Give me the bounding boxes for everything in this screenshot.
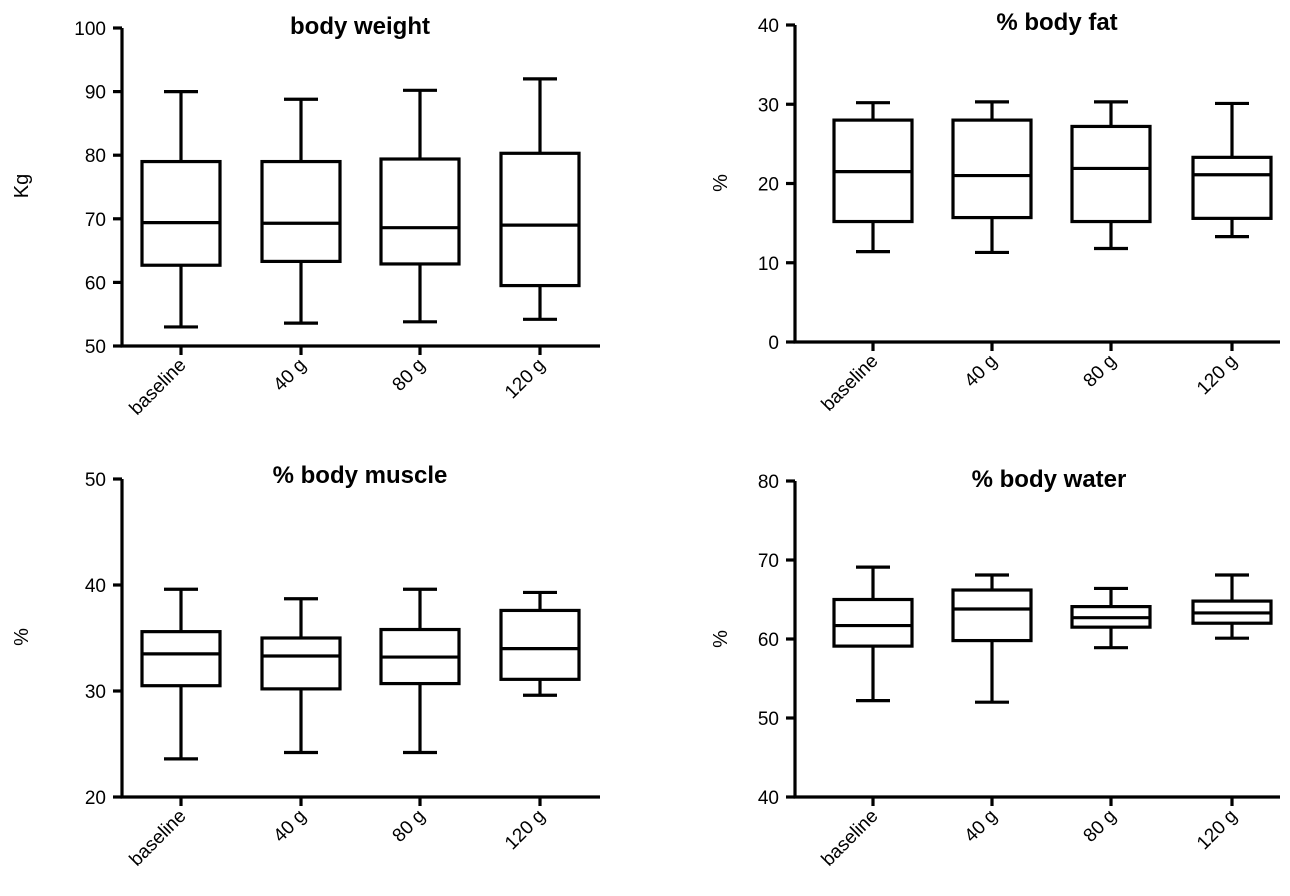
x-tick-label: 80 g	[389, 806, 430, 847]
chart-title: body weight	[290, 13, 430, 40]
box-plot	[260, 597, 342, 755]
iqr-box	[951, 118, 1033, 220]
x-tick-label: baseline	[818, 351, 883, 416]
y-tick-label: 40	[758, 788, 779, 809]
x-tick-label: 80 g	[389, 355, 430, 396]
chart-title: % body fat	[996, 9, 1117, 36]
x-tick-label: 40 g	[270, 806, 311, 847]
x-tick-label: 80 g	[1080, 351, 1121, 392]
y-tick-label: 70	[85, 210, 106, 231]
box-plot	[140, 587, 222, 761]
panel-1: body weight Kg 50 60 70 80 90 100 baseline 40 g 80…	[11, 13, 600, 420]
panel-2: % body fat% 0 10 20 30 40 baseline 40 g 80 g 120 …	[710, 9, 1280, 416]
y-tick-label: 80	[85, 146, 106, 167]
y-tick-label: 30	[758, 95, 779, 116]
y-tick-label: 20	[758, 175, 779, 196]
panel-3: % body muscle% 20 30 40 50 baseline 40 g 80 g 12…	[11, 462, 600, 871]
box-plot	[832, 565, 914, 703]
iqr-box	[1191, 155, 1273, 220]
y-tick-label: 50	[85, 470, 106, 491]
iqr-box	[260, 159, 342, 264]
iqr-box	[260, 636, 342, 691]
iqr-box	[499, 608, 581, 681]
chart-title: % body muscle	[273, 462, 448, 489]
box-plot	[951, 573, 1033, 704]
iqr-box	[140, 630, 222, 688]
y-axis-label: %	[710, 630, 732, 648]
box-plot	[1191, 101, 1273, 239]
y-tick-label: 60	[758, 630, 779, 651]
box-plot	[499, 77, 581, 321]
iqr-box	[1070, 124, 1152, 224]
iqr-box	[951, 588, 1033, 643]
iqr-box	[379, 157, 461, 266]
x-tick-label: 120 g	[1193, 806, 1241, 854]
box-plot	[1070, 586, 1152, 650]
x-tick-label: baseline	[818, 806, 883, 871]
y-tick-label: 0	[768, 333, 779, 354]
x-tick-label: 40 g	[961, 806, 1002, 847]
y-tick-label: 50	[85, 337, 106, 358]
y-tick-label: 70	[758, 551, 779, 572]
x-tick-label: 80 g	[1080, 806, 1121, 847]
panel-4: % body water% 40 50 60 70 80 baseline 40 g 80 g 1…	[710, 466, 1280, 871]
y-tick-label: 10	[758, 254, 779, 275]
y-tick-label: 30	[85, 682, 106, 703]
box-plot	[832, 101, 914, 254]
x-tick-label: 120 g	[1193, 351, 1241, 399]
x-tick-label: 120 g	[501, 355, 549, 403]
box-plot	[140, 89, 222, 329]
box-plot	[379, 88, 461, 324]
y-tick-label: 40	[758, 16, 779, 37]
x-tick-label: baseline	[126, 355, 191, 420]
box-plot	[1070, 100, 1152, 251]
y-tick-label: 90	[85, 83, 106, 104]
box-plot	[499, 590, 581, 697]
y-tick-label: 100	[74, 19, 106, 40]
y-axis-label: %	[710, 174, 732, 192]
box-plot	[1191, 573, 1273, 640]
box-plot	[951, 100, 1033, 255]
box-plot	[379, 587, 461, 755]
y-axis-label: %	[11, 628, 33, 646]
iqr-box	[499, 151, 581, 288]
x-tick-label: 120 g	[501, 806, 549, 854]
x-tick-label: 40 g	[270, 355, 311, 396]
box-plot	[260, 97, 342, 325]
iqr-box	[832, 597, 914, 648]
x-tick-label: baseline	[126, 806, 191, 871]
chart-title: % body water	[972, 466, 1127, 493]
iqr-box	[140, 159, 222, 267]
y-tick-label: 60	[85, 273, 106, 294]
y-tick-label: 20	[85, 788, 106, 809]
y-axis-label: Kg	[11, 174, 33, 198]
y-tick-label: 50	[758, 709, 779, 730]
y-tick-label: 80	[758, 472, 779, 493]
y-tick-label: 40	[85, 576, 106, 597]
x-tick-label: 40 g	[961, 351, 1002, 392]
